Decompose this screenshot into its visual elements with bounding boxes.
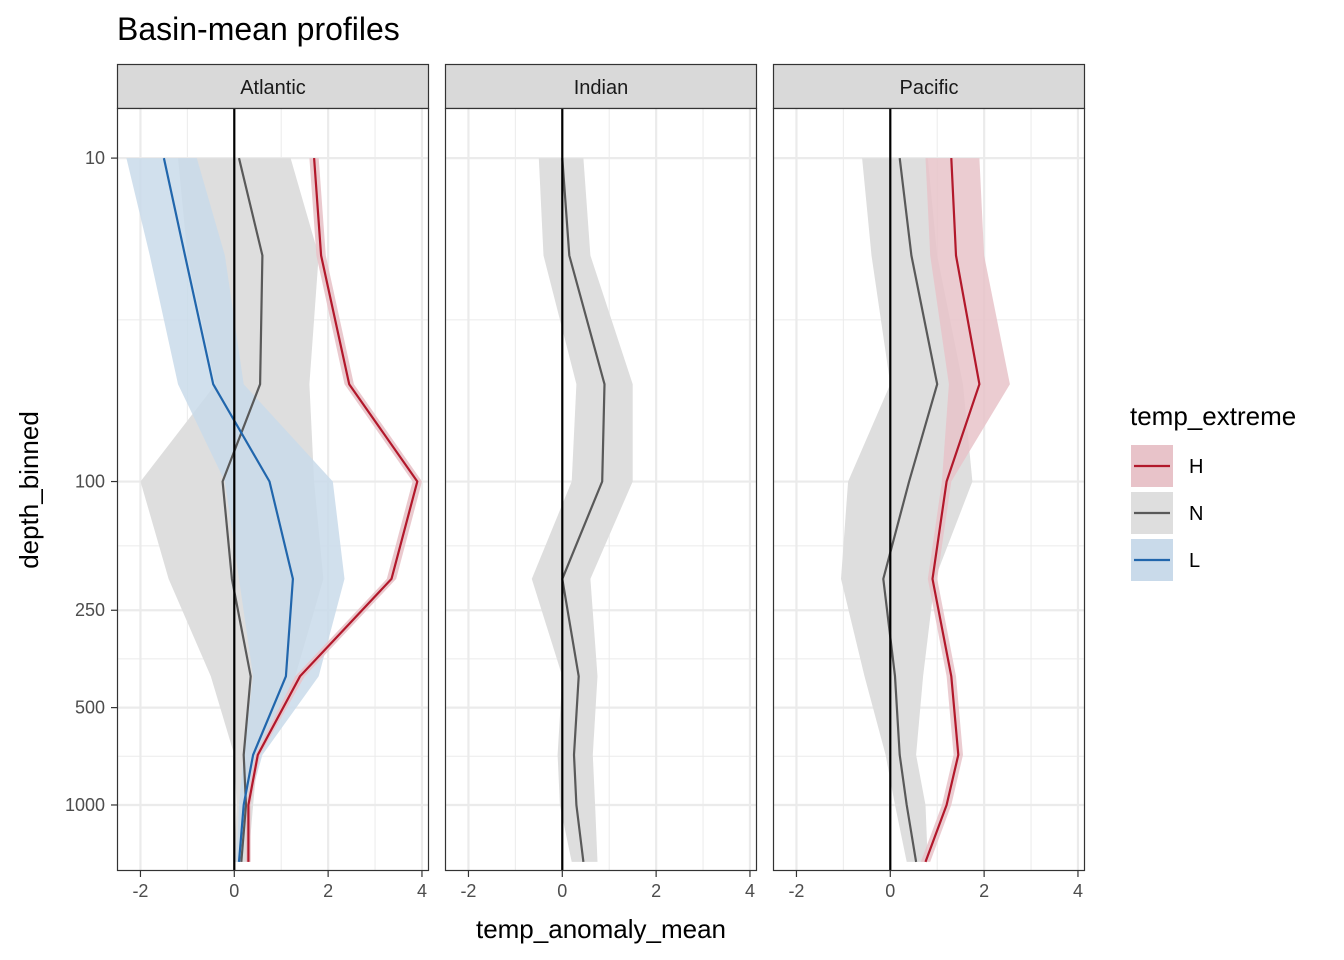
y-tick-label: 1000 <box>65 795 105 815</box>
x-tick-label: 2 <box>323 881 333 901</box>
ribbon-l <box>126 158 345 862</box>
ribbon-n <box>841 158 973 862</box>
y-tick-label: 10 <box>85 148 105 168</box>
series-line-h <box>247 158 419 862</box>
chart-title: Basin-mean profiles <box>117 11 400 47</box>
ribbon-n <box>531 158 633 862</box>
facet-panel-pacific: Pacific -2 0 2 4 <box>772 63 1086 901</box>
x-tick-label: 0 <box>557 881 567 901</box>
x-axis-title: temp_anomaly_mean <box>476 914 726 944</box>
x-tick-label: -2 <box>460 881 476 901</box>
x-tick-label: 2 <box>651 881 661 901</box>
x-tick-label: 4 <box>1073 881 1083 901</box>
x-tick-label: 2 <box>979 881 989 901</box>
x-tick-label: 4 <box>745 881 755 901</box>
legend-item-n: N <box>1131 492 1203 534</box>
legend-item-l: L <box>1131 539 1200 581</box>
series-line-n <box>882 157 939 863</box>
ribbon-h <box>920 158 1010 862</box>
legend-label: L <box>1189 550 1200 572</box>
legend: temp_extreme H N L <box>1130 401 1296 581</box>
facet-strip <box>444 63 758 110</box>
y-tick-label: 500 <box>75 698 105 718</box>
series-line-n <box>221 157 264 862</box>
facet-strip-label: Indian <box>574 77 629 99</box>
legend-item-h: H <box>1131 445 1203 487</box>
legend-label: H <box>1189 456 1203 478</box>
facet-panel-indian: Indian -2 0 2 4 <box>444 63 758 901</box>
legend-label: N <box>1189 503 1203 525</box>
y-tick-label: 100 <box>75 472 105 492</box>
series-line-l <box>162 157 294 862</box>
x-tick-label: 4 <box>417 881 427 901</box>
facet-strip-label: Pacific <box>900 77 959 99</box>
panel-border <box>444 107 758 872</box>
y-axis-title: depth_binned <box>14 411 44 569</box>
ribbon-h <box>246 158 422 862</box>
y-tick-label: 250 <box>75 600 105 620</box>
facet-panel-atlantic: Atlantic -2 0 2 4 10 100 250 500 1000 <box>65 63 430 901</box>
series-line-h <box>924 158 981 863</box>
panel-border <box>772 107 1086 872</box>
facet-strip <box>772 63 1086 110</box>
facet-strip <box>116 63 430 110</box>
x-tick-label: 0 <box>885 881 895 901</box>
legend-title: temp_extreme <box>1130 401 1296 431</box>
x-tick-label: -2 <box>132 881 148 901</box>
facet-strip-label: Atlantic <box>240 77 306 99</box>
x-tick-label: -2 <box>788 881 804 901</box>
x-tick-label: 0 <box>229 881 239 901</box>
panel-border <box>116 107 430 872</box>
